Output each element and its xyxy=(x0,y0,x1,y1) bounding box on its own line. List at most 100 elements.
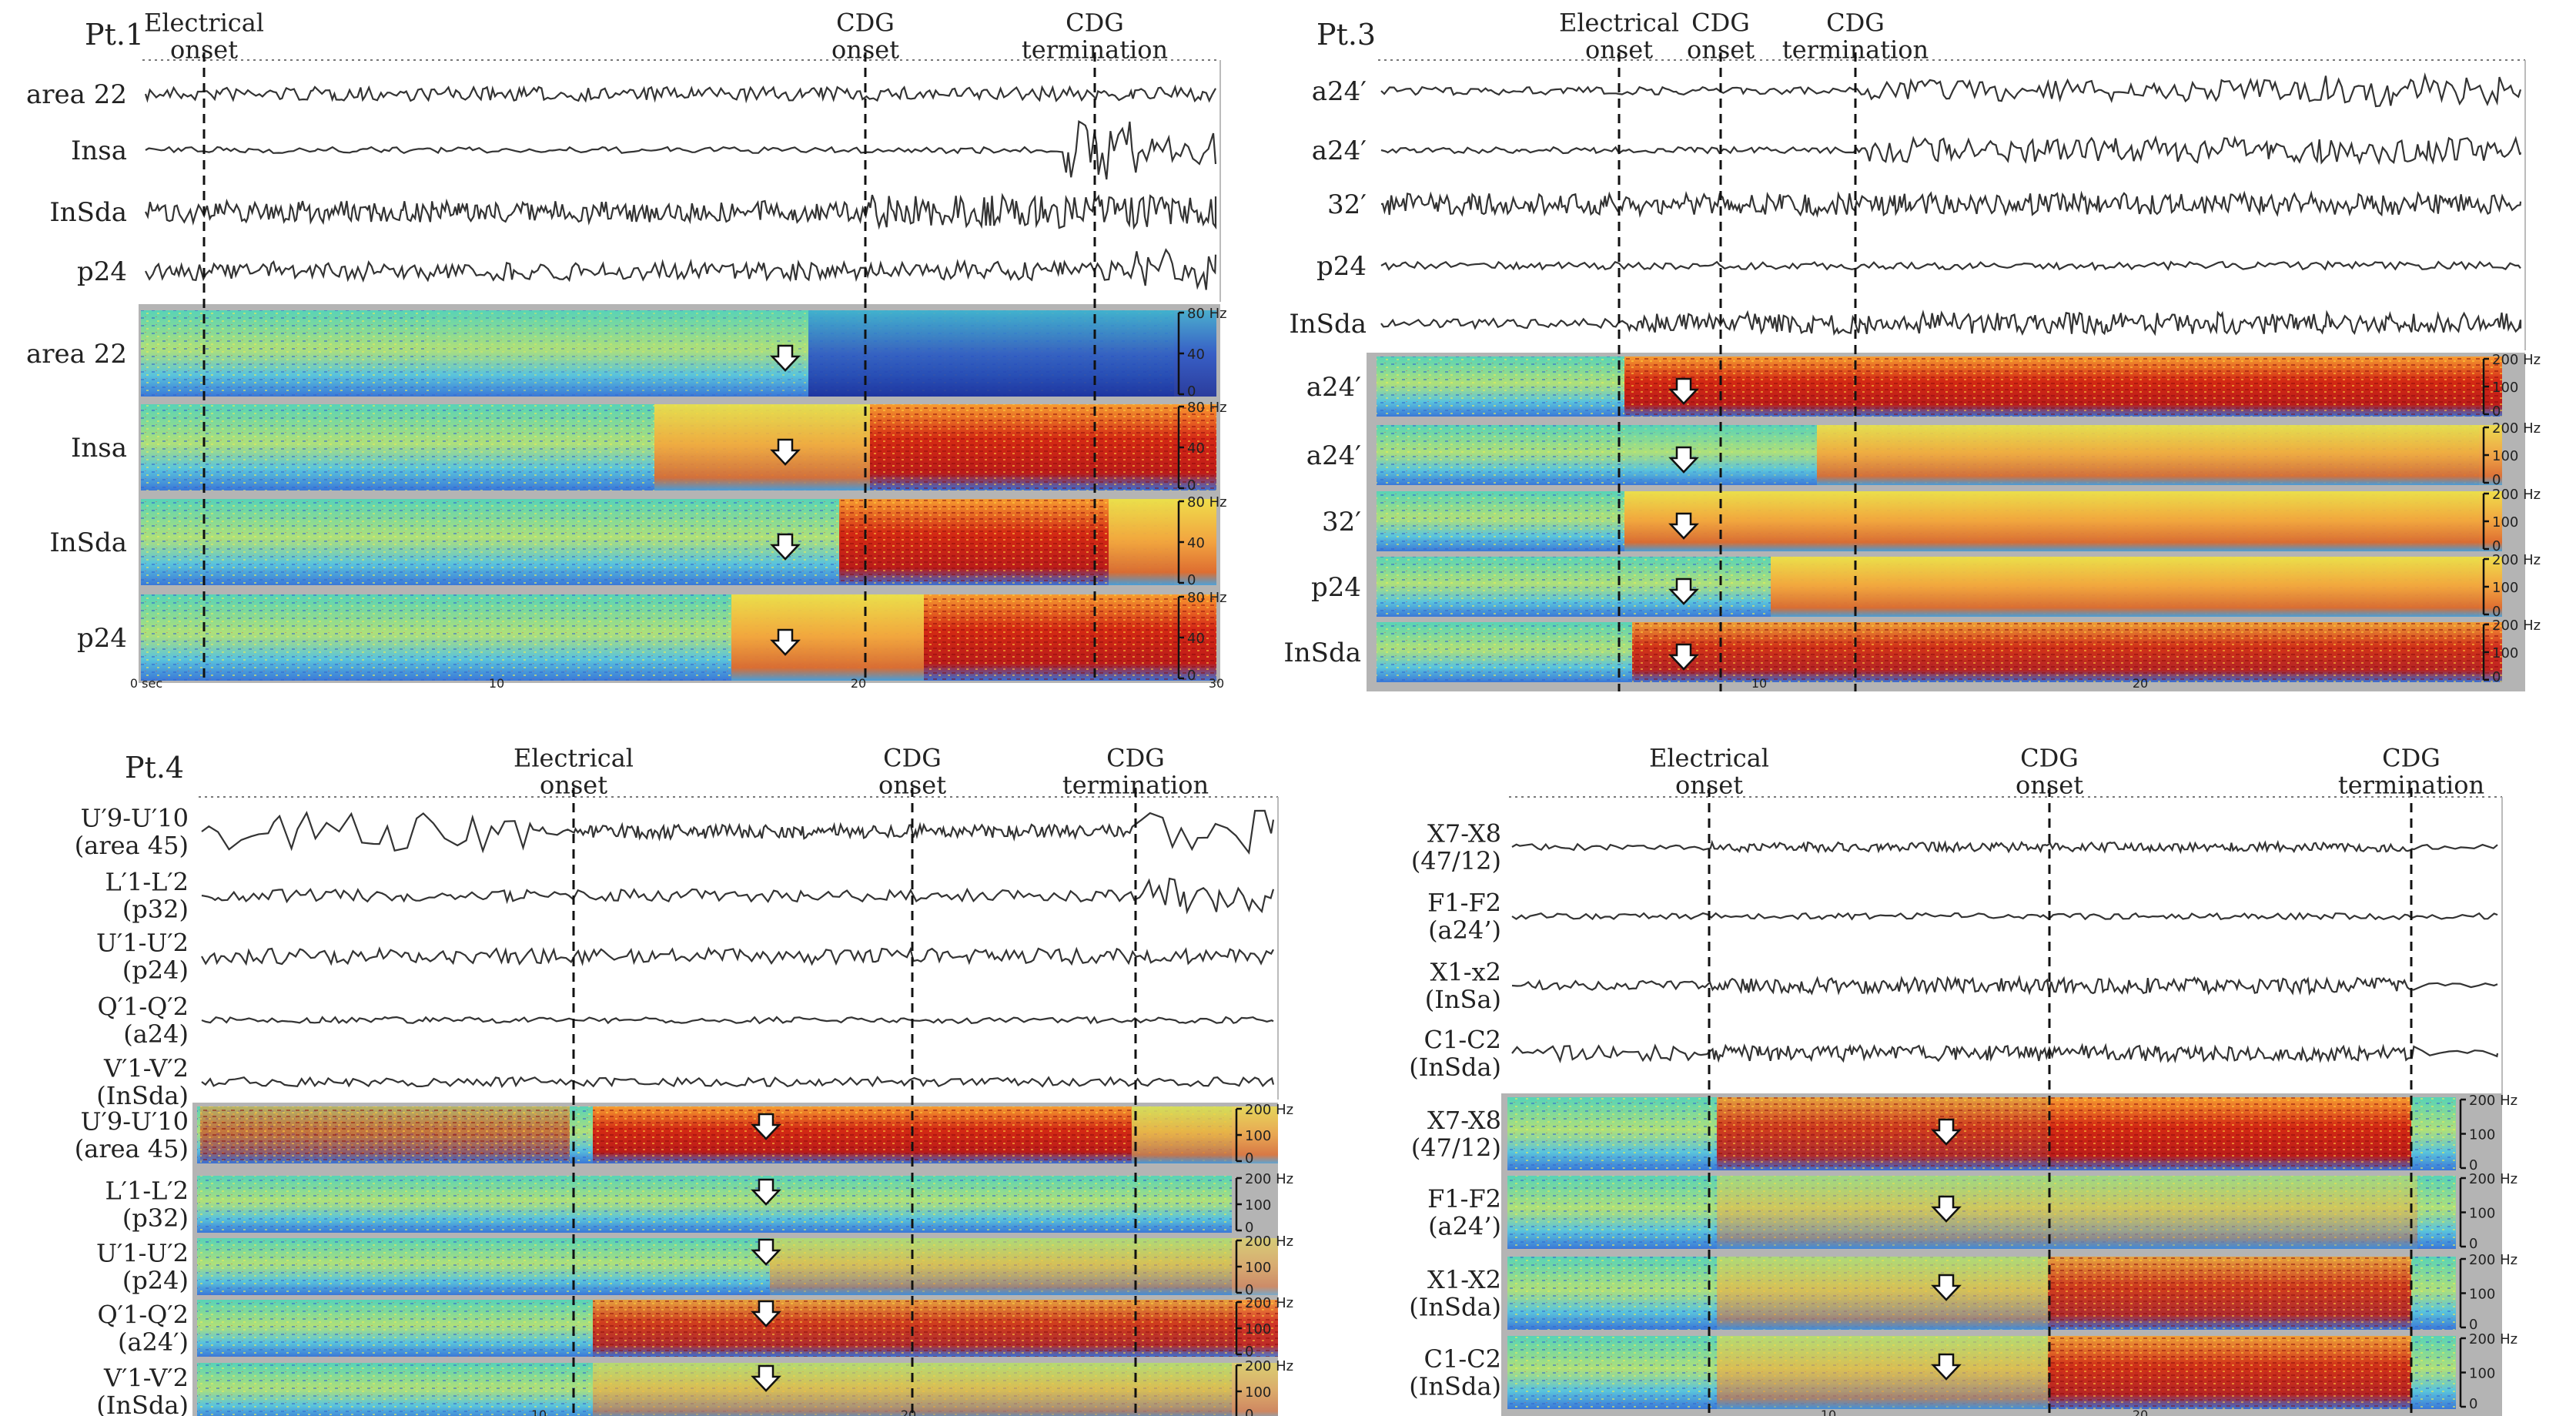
scale-label: 80 Hz xyxy=(1187,590,1227,606)
scale-label: 0 xyxy=(1245,1407,1253,1416)
onset-arrow-icon xyxy=(1668,446,1699,474)
eeg-trace xyxy=(1511,839,2498,855)
spectrogram-label: V′1-V′2 (InSda) xyxy=(96,1364,189,1416)
time-tick-label: 20 xyxy=(2133,1408,2148,1416)
spectrogram-3 xyxy=(141,594,1216,681)
scale-bracket xyxy=(1235,1301,1242,1356)
eeg-trace xyxy=(145,248,1217,290)
onset-arrow-icon xyxy=(1931,1353,1962,1381)
onset-arrow-icon xyxy=(1931,1274,1962,1301)
trace-label: a24′ xyxy=(1312,76,1367,107)
scale-label: 100 xyxy=(1245,1260,1271,1276)
scale-label: 200 Hz xyxy=(2492,420,2541,437)
onset-arrow-icon xyxy=(770,628,801,656)
scale-label: 200 Hz xyxy=(1245,1358,1293,1374)
scale-label: 200 Hz xyxy=(2469,1331,2517,1347)
scale-label: 200 Hz xyxy=(2492,618,2541,634)
eeg-trace xyxy=(1380,135,2522,166)
spectrogram-strip-texture xyxy=(197,1176,1232,1233)
spectrogram-label: a24′ xyxy=(1306,372,1361,403)
onset-arrow-icon xyxy=(1931,1118,1962,1146)
eeg-trace xyxy=(201,809,1275,855)
panel-title: Pt.1 xyxy=(85,18,144,52)
scale-bracket xyxy=(2482,623,2489,681)
onset-arrow-icon xyxy=(1668,643,1699,671)
spectrogram-strip-band xyxy=(1817,425,2502,485)
time-tick-label: 10 xyxy=(1751,676,1767,691)
trace-label: InSda xyxy=(1289,309,1367,340)
scale-label: 40 xyxy=(1187,535,1205,551)
scale-label: 100 xyxy=(2492,645,2518,661)
scale-bracket xyxy=(1235,1364,1242,1416)
onset-arrow-icon xyxy=(751,1178,781,1206)
scale-bracket xyxy=(2482,557,2489,616)
scale-label: 0 xyxy=(1187,383,1196,400)
scale-label: 100 xyxy=(1245,1128,1271,1144)
scale-bracket xyxy=(1177,595,1184,680)
onset-arrow-icon xyxy=(1668,512,1699,540)
spectrogram-strip-hot-texture xyxy=(1062,404,1216,490)
trace-label: F1-F2 (a24’) xyxy=(1427,889,1501,945)
eeg-trace xyxy=(1380,309,2522,336)
time-tick-label: 20 xyxy=(2133,676,2148,691)
scale-label: 200 Hz xyxy=(2492,552,2541,568)
spectrogram-1 xyxy=(1377,425,2502,485)
scale-label: 0 xyxy=(2469,1157,2477,1173)
spectrogram-strip-hot-texture xyxy=(2048,1257,2411,1330)
trace-label: Q′1-Q′2 (a24) xyxy=(97,993,189,1049)
onset-arrow-icon xyxy=(770,533,801,561)
spectrogram-label: p24 xyxy=(1311,572,1361,603)
scale-label: 0 xyxy=(1187,668,1196,684)
scale-label: 0 xyxy=(2492,604,2501,620)
scale-label: 100 xyxy=(2469,1206,2495,1222)
spectrogram-strip-band xyxy=(808,310,1216,397)
scale-label: 0 xyxy=(1187,477,1196,494)
scale-label: 100 xyxy=(2469,1287,2495,1303)
onset-arrow-icon xyxy=(751,1364,781,1392)
spectrogram-0 xyxy=(141,310,1216,397)
spectrogram-strip-hot-texture xyxy=(870,404,1062,490)
spectrogram-0 xyxy=(1377,357,2502,417)
spectrogram-2 xyxy=(1507,1257,2456,1330)
trace-label: L′1-L′2 (p32) xyxy=(105,868,189,924)
spectrogram-3 xyxy=(1507,1336,2456,1409)
spectrogram-label: area 22 xyxy=(26,339,127,370)
spectrogram-label: InSda xyxy=(1283,638,1361,668)
spectrogram-strip-hot-texture xyxy=(2048,1097,2411,1170)
scale-label: 40 xyxy=(1187,631,1205,647)
spectrogram-strip-band xyxy=(731,594,924,681)
event-label-2: CDG termination xyxy=(1782,8,1929,64)
spectrogram-strip-band xyxy=(1717,1176,2417,1249)
scale-label: 100 xyxy=(1245,1197,1271,1213)
spectrogram-strip-band xyxy=(431,310,808,397)
eeg-trace xyxy=(1380,189,2522,219)
spectrogram-strip-hot-texture xyxy=(839,499,1109,585)
trace-label: U′1-U′2 (p24) xyxy=(96,929,189,985)
spectrogram-strip-hot-texture xyxy=(924,594,1216,681)
eeg-trace xyxy=(145,120,1217,180)
panel-title: Pt.4 xyxy=(125,751,184,785)
spectrogram-strip-band xyxy=(1771,557,2502,617)
scale-bracket xyxy=(1177,405,1184,490)
spectrogram-label: Q′1-Q′2 (a24′) xyxy=(97,1301,189,1357)
scale-label: 80 Hz xyxy=(1187,400,1227,416)
trace-label: area 22 xyxy=(26,79,127,110)
scale-label: 0 xyxy=(2469,1236,2477,1252)
spectrogram-strip-band xyxy=(1624,491,2502,551)
time-tick-label: 30 xyxy=(1209,676,1224,691)
spectrogram-2 xyxy=(141,499,1216,585)
scale-bracket xyxy=(2459,1257,2466,1329)
spectrogram-1 xyxy=(197,1176,1232,1233)
event-label-0: Electrical onset xyxy=(514,743,634,799)
scale-bracket xyxy=(1235,1177,1242,1232)
eeg-trace xyxy=(1380,260,2521,272)
scale-label: 200 Hz xyxy=(2492,352,2541,368)
scale-label: 0 xyxy=(1245,1220,1253,1236)
panel-title: Pt.3 xyxy=(1316,18,1376,52)
trace-label: Insa xyxy=(71,136,127,166)
spectrogram-strip-hot-texture xyxy=(2048,1336,2411,1409)
trace-label: U′9-U′10 (area 45) xyxy=(75,804,189,860)
time-tick-label: 10 xyxy=(1821,1408,1836,1416)
